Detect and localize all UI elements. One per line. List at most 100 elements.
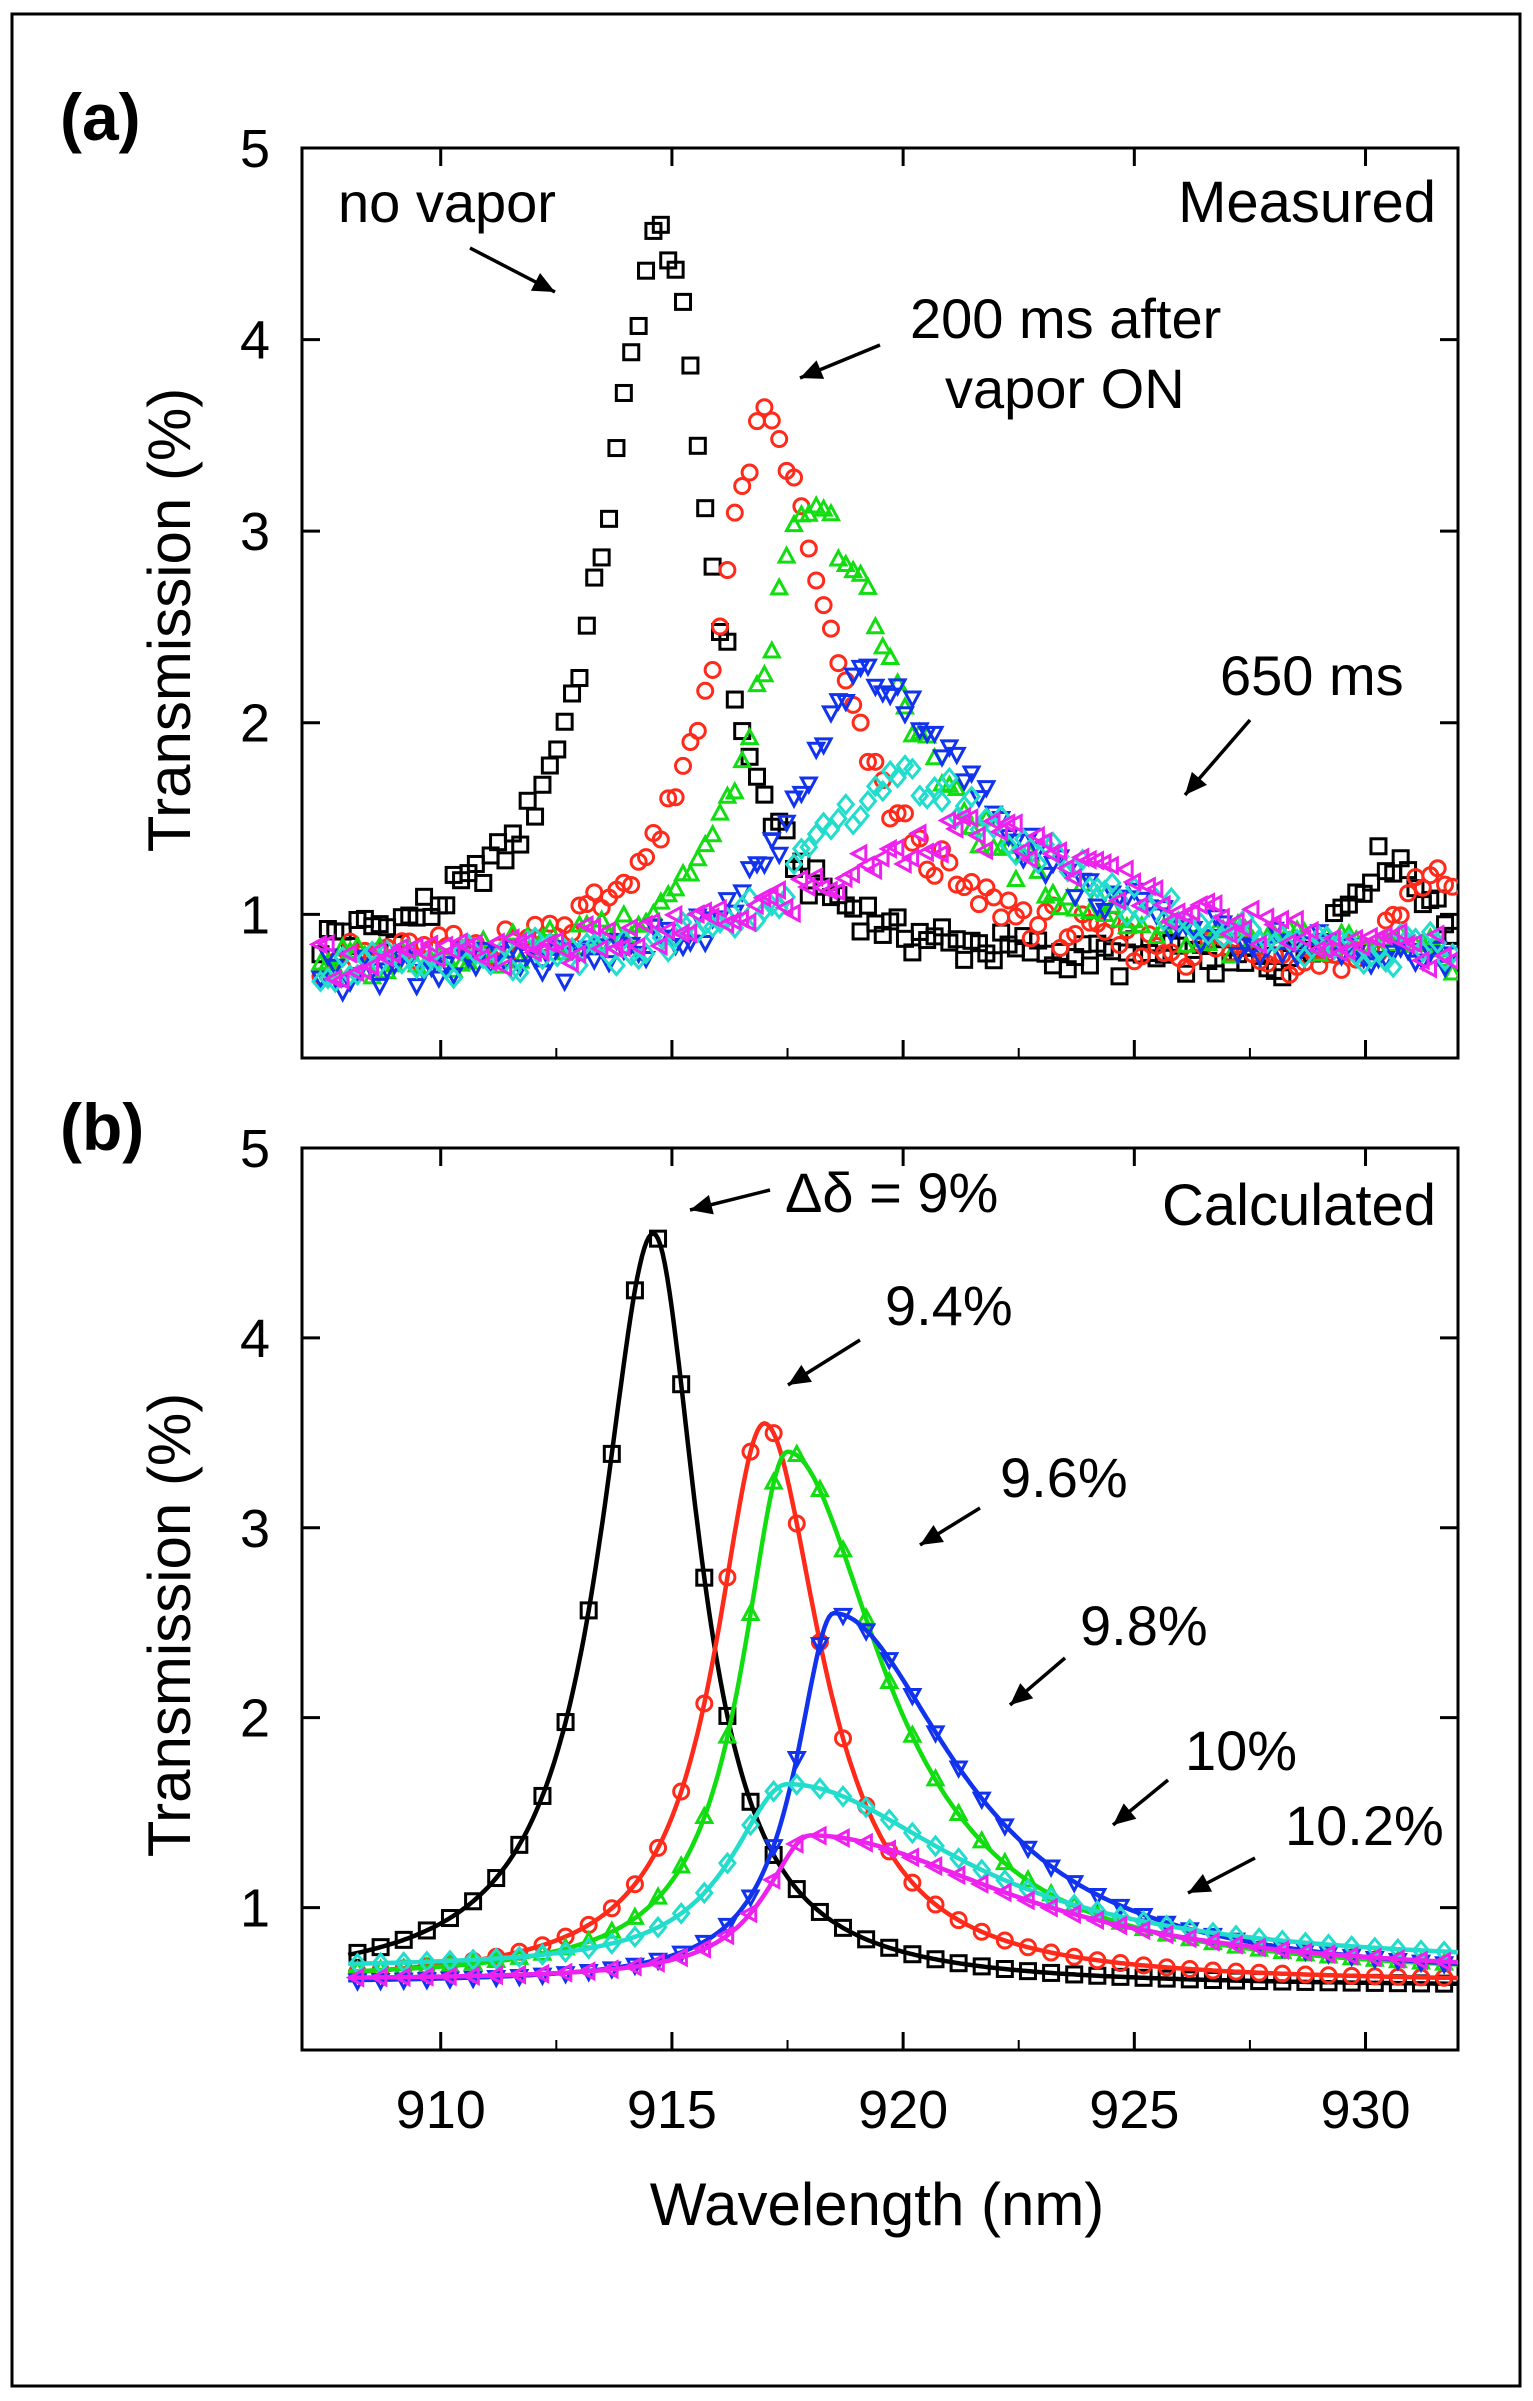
data-point	[606, 919, 627, 938]
data-point	[813, 737, 834, 756]
data-point	[1004, 813, 1023, 834]
panel-b-letter: (b)	[60, 1090, 144, 1164]
data-point	[1041, 1859, 1062, 1879]
data-point	[856, 1795, 876, 1819]
data-point	[717, 785, 738, 804]
data-point	[1272, 946, 1293, 966]
data-point	[688, 721, 707, 740]
data-point	[1018, 1962, 1037, 1981]
data-point	[623, 1956, 642, 1977]
data-point	[989, 821, 1008, 842]
data-point	[1300, 920, 1319, 941]
data-point	[1411, 950, 1430, 971]
data-point	[971, 1791, 992, 1811]
data-point	[1273, 1964, 1292, 1983]
data-point	[636, 942, 656, 965]
annotation-arrow	[689, 1188, 771, 1215]
data-point	[473, 929, 494, 948]
data-point	[971, 1829, 992, 1849]
data-point	[709, 802, 731, 821]
data-point	[880, 759, 900, 783]
data-point	[663, 904, 683, 925]
data-point	[972, 1922, 991, 1941]
data-point	[741, 1813, 760, 1837]
data-point	[755, 785, 774, 804]
data-point	[925, 866, 944, 885]
data-point	[404, 936, 424, 957]
data-point	[857, 1930, 876, 1949]
data-point	[555, 712, 574, 731]
data-point	[1028, 852, 1048, 875]
data-point	[369, 977, 390, 997]
data-point	[808, 1825, 827, 1846]
data-point	[646, 1952, 665, 1973]
data-point	[338, 943, 357, 964]
y-tick-label: 3	[240, 502, 270, 562]
data-point	[1201, 1931, 1220, 1952]
data-point	[507, 1964, 527, 1985]
annotation-arrow	[919, 1506, 981, 1547]
data-point	[672, 1375, 691, 1394]
data-point	[1014, 901, 1033, 920]
data-point	[740, 1889, 761, 1908]
data-point	[626, 936, 646, 957]
panel-b-xlabel: Wavelength (nm)	[650, 2171, 1105, 2238]
data-point	[718, 1706, 737, 1725]
data-point	[414, 956, 434, 980]
data-point	[888, 804, 907, 823]
data-point	[718, 1568, 737, 1587]
data-point	[925, 1725, 946, 1744]
data-point	[1277, 932, 1297, 953]
data-point	[877, 1839, 896, 1860]
data-point	[1115, 859, 1134, 880]
data-point	[651, 215, 670, 234]
data-point	[787, 1514, 806, 1533]
series-line	[348, 1781, 1458, 1967]
data-point	[754, 899, 774, 923]
annotation-9-4pct: 9.4%	[885, 1274, 1013, 1337]
data-point	[937, 810, 957, 831]
y-tick-label: 2	[240, 694, 270, 754]
data-point	[1362, 1947, 1382, 1968]
data-point	[1107, 890, 1127, 911]
data-point	[508, 932, 528, 953]
data-point	[1050, 896, 1071, 916]
data-point	[1065, 1965, 1084, 1984]
data-point	[1386, 1949, 1405, 1970]
data-point	[932, 790, 952, 814]
data-point	[1178, 1928, 1197, 1949]
data-point	[1110, 935, 1129, 954]
data-point	[651, 830, 670, 849]
data-point	[614, 383, 633, 402]
data-point	[711, 617, 730, 636]
data-point	[1129, 895, 1149, 916]
data-point	[926, 1895, 945, 1914]
data-point	[834, 1729, 853, 1748]
data-point	[1442, 961, 1458, 981]
data-point	[607, 439, 626, 458]
data-point	[777, 885, 797, 909]
data-point	[614, 928, 634, 951]
data-point	[509, 1945, 529, 1969]
data-point	[1131, 914, 1152, 934]
data-point	[976, 780, 997, 799]
data-point	[832, 1607, 854, 1627]
data-point	[1383, 944, 1404, 964]
data-point	[570, 896, 589, 915]
data-point	[952, 806, 971, 827]
data-point	[440, 1909, 459, 1928]
data-point	[696, 499, 715, 518]
data-point	[826, 881, 846, 902]
data-point	[556, 1713, 575, 1732]
data-point	[567, 944, 587, 965]
data-point	[828, 807, 848, 830]
data-point	[740, 463, 759, 482]
data-point	[1248, 934, 1267, 955]
data-point	[1146, 925, 1167, 945]
data-point	[600, 509, 619, 528]
data-point	[407, 956, 427, 980]
data-point	[510, 961, 530, 984]
data-point	[649, 1838, 668, 1857]
data-point	[1203, 1961, 1222, 1980]
panel-a-letter: (a)	[60, 80, 141, 154]
